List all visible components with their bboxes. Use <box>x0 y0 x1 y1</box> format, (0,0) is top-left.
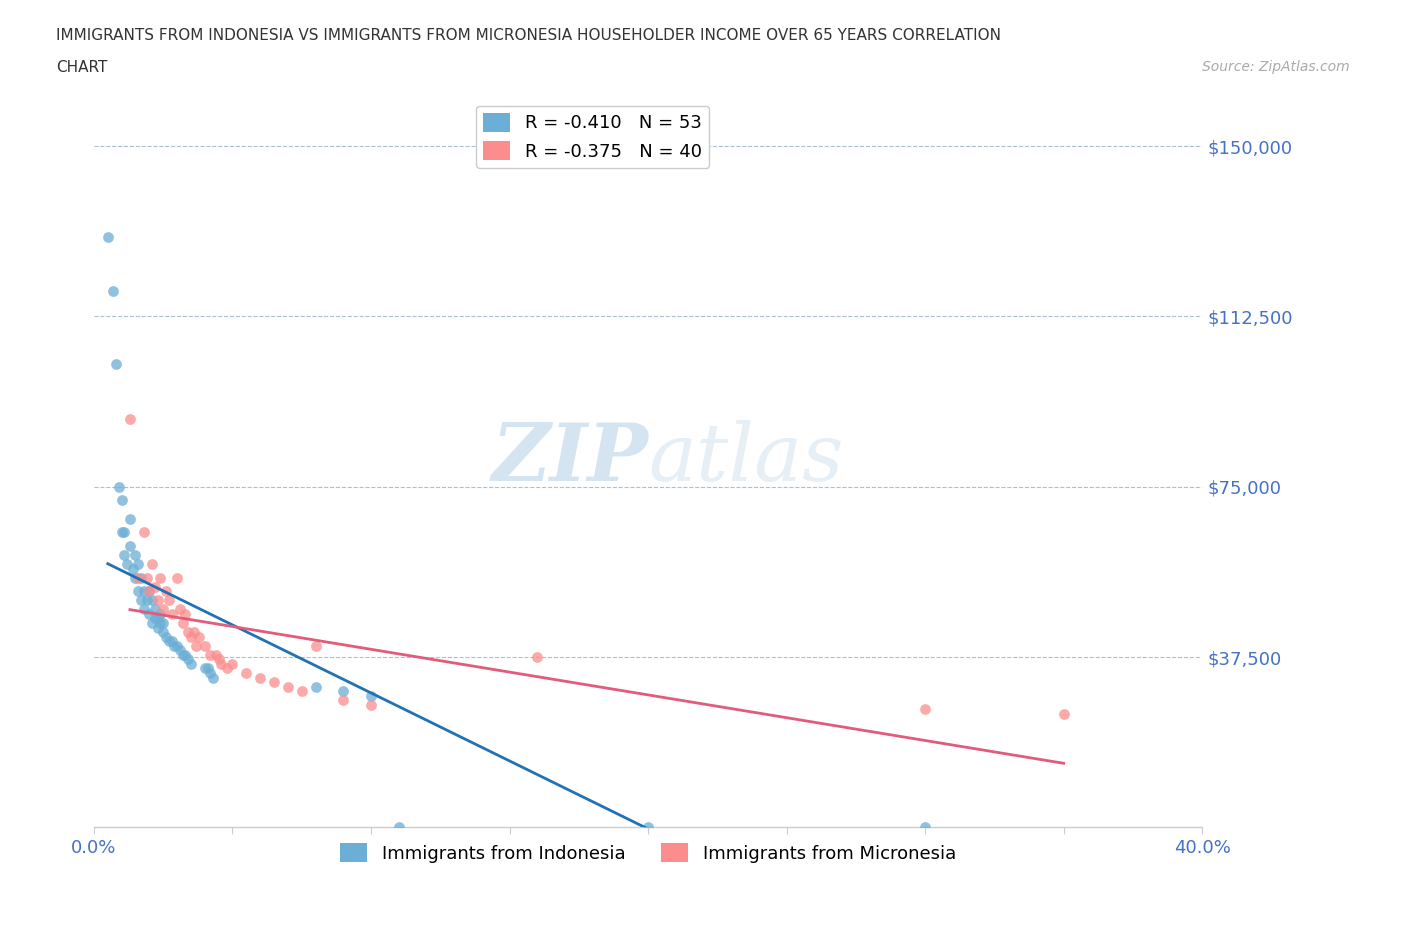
Point <box>177 652 200 667</box>
Point <box>115 556 138 571</box>
Point <box>215 661 238 676</box>
Point <box>172 647 194 662</box>
Point <box>138 584 160 599</box>
Point <box>141 616 163 631</box>
Point <box>152 625 174 640</box>
Point <box>914 820 936 835</box>
Point <box>132 525 155 539</box>
Point <box>127 556 149 571</box>
Point <box>97 230 120 245</box>
Point <box>304 638 326 653</box>
Point <box>146 620 169 635</box>
Point <box>157 593 180 608</box>
Point <box>103 284 125 299</box>
Point <box>194 638 217 653</box>
Point <box>166 570 188 585</box>
Point <box>160 633 183 648</box>
Point <box>135 593 157 608</box>
Point <box>124 570 146 585</box>
Point <box>138 584 160 599</box>
Point <box>360 688 382 703</box>
Point <box>277 679 299 694</box>
Point <box>146 611 169 626</box>
Point <box>112 548 135 563</box>
Point <box>526 650 548 665</box>
Point <box>177 625 200 640</box>
Point <box>149 606 172 621</box>
Point <box>152 602 174 617</box>
Point <box>209 657 232 671</box>
Point <box>143 611 166 626</box>
Text: ZIP: ZIP <box>491 419 648 498</box>
Point <box>169 643 191 658</box>
Point <box>149 616 172 631</box>
Legend: Immigrants from Indonesia, Immigrants from Micronesia: Immigrants from Indonesia, Immigrants fr… <box>333 836 963 870</box>
Text: Source: ZipAtlas.com: Source: ZipAtlas.com <box>1202 60 1350 74</box>
Point <box>124 548 146 563</box>
Point <box>127 570 149 585</box>
Point <box>332 684 354 698</box>
Point <box>155 584 177 599</box>
Point <box>1053 707 1076 722</box>
Point <box>127 584 149 599</box>
Point <box>132 602 155 617</box>
Point <box>149 570 172 585</box>
Point <box>172 616 194 631</box>
Point <box>197 661 219 676</box>
Point <box>249 671 271 685</box>
Point <box>205 647 228 662</box>
Text: CHART: CHART <box>56 60 108 75</box>
Point <box>138 606 160 621</box>
Point <box>180 657 202 671</box>
Point <box>108 479 131 494</box>
Point <box>360 698 382 712</box>
Point <box>174 606 197 621</box>
Point <box>174 647 197 662</box>
Point <box>135 570 157 585</box>
Point <box>132 584 155 599</box>
Point <box>221 657 243 671</box>
Text: IMMIGRANTS FROM INDONESIA VS IMMIGRANTS FROM MICRONESIA HOUSEHOLDER INCOME OVER : IMMIGRANTS FROM INDONESIA VS IMMIGRANTS … <box>56 28 1001 43</box>
Point <box>304 679 326 694</box>
Point <box>112 525 135 539</box>
Point <box>129 570 152 585</box>
Point <box>202 671 225 685</box>
Point <box>188 630 211 644</box>
Point <box>169 602 191 617</box>
Point <box>160 606 183 621</box>
Point <box>118 512 141 526</box>
Point <box>155 630 177 644</box>
Point <box>143 602 166 617</box>
Point <box>263 674 285 689</box>
Point <box>183 625 205 640</box>
Point <box>914 702 936 717</box>
Point <box>129 593 152 608</box>
Point <box>111 525 134 539</box>
Point <box>163 638 186 653</box>
Point <box>637 820 659 835</box>
Point <box>111 493 134 508</box>
Point <box>121 561 143 576</box>
Point <box>291 684 314 698</box>
Point <box>186 638 208 653</box>
Point <box>152 616 174 631</box>
Point <box>180 630 202 644</box>
Text: atlas: atlas <box>648 419 844 498</box>
Point <box>157 633 180 648</box>
Point <box>166 638 188 653</box>
Point <box>200 647 222 662</box>
Point <box>194 661 217 676</box>
Point <box>207 652 229 667</box>
Point <box>141 556 163 571</box>
Point <box>146 593 169 608</box>
Point <box>143 579 166 594</box>
Point <box>105 357 128 372</box>
Point <box>200 666 222 681</box>
Point <box>235 666 257 681</box>
Point <box>141 593 163 608</box>
Point <box>118 538 141 553</box>
Point <box>388 820 411 835</box>
Point <box>332 693 354 708</box>
Point <box>118 411 141 426</box>
